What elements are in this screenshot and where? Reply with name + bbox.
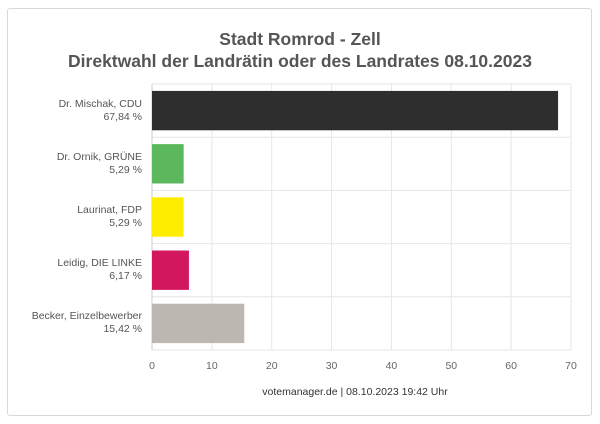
x-tick-label: 10	[206, 360, 218, 372]
category-percent: 67,84 %	[103, 110, 142, 123]
category-percent: 5,29 %	[109, 217, 142, 229]
category-name: Dr. Ornik, GRÜNE	[56, 150, 142, 163]
category-percent: 6,17 %	[109, 270, 142, 283]
bar-4[interactable]	[152, 303, 245, 344]
category-label: Leidig, DIE LINKE 6,17 %	[0, 257, 142, 283]
chart-card	[7, 8, 592, 416]
category-label: Laurinat, FDP 5,29 %	[0, 204, 142, 230]
x-tick-label: 70	[565, 360, 577, 372]
x-tick-label: 30	[325, 360, 338, 372]
bar-1[interactable]	[152, 144, 184, 184]
x-tick-label: 60	[505, 360, 517, 372]
category-name: Dr. Mischak, CDU	[58, 97, 142, 110]
bar-3[interactable]	[152, 250, 189, 290]
x-tick-label: 40	[385, 360, 398, 372]
bar-0[interactable]	[152, 90, 559, 131]
category-label: Dr. Mischak, CDU 67,84 %	[0, 98, 142, 124]
category-label: Dr. Ornik, GRÜNE 5,29 %	[0, 151, 142, 177]
chart-footer: votemanager.de | 08.10.2023 19:42 Uhr	[262, 386, 448, 398]
category-name: Becker, Einzelbewerber	[31, 310, 142, 323]
chart-subtitle: Direktwahl der Landrätin oder des Landra…	[68, 51, 532, 71]
category-name: Laurinat, FDP	[77, 204, 142, 216]
bar-2[interactable]	[152, 197, 184, 237]
x-tick-label: 0	[149, 360, 155, 372]
category-percent: 15,42 %	[103, 323, 142, 336]
category-name: Leidig, DIE LINKE	[57, 257, 142, 270]
category-percent: 5,29 %	[109, 163, 142, 176]
chart-title: Stadt Romrod - Zell	[219, 29, 381, 49]
x-tick-label: 50	[445, 360, 458, 372]
x-tick-label: 20	[265, 360, 278, 372]
category-label: Becker, Einzelbewerber 15,42 %	[0, 310, 142, 336]
